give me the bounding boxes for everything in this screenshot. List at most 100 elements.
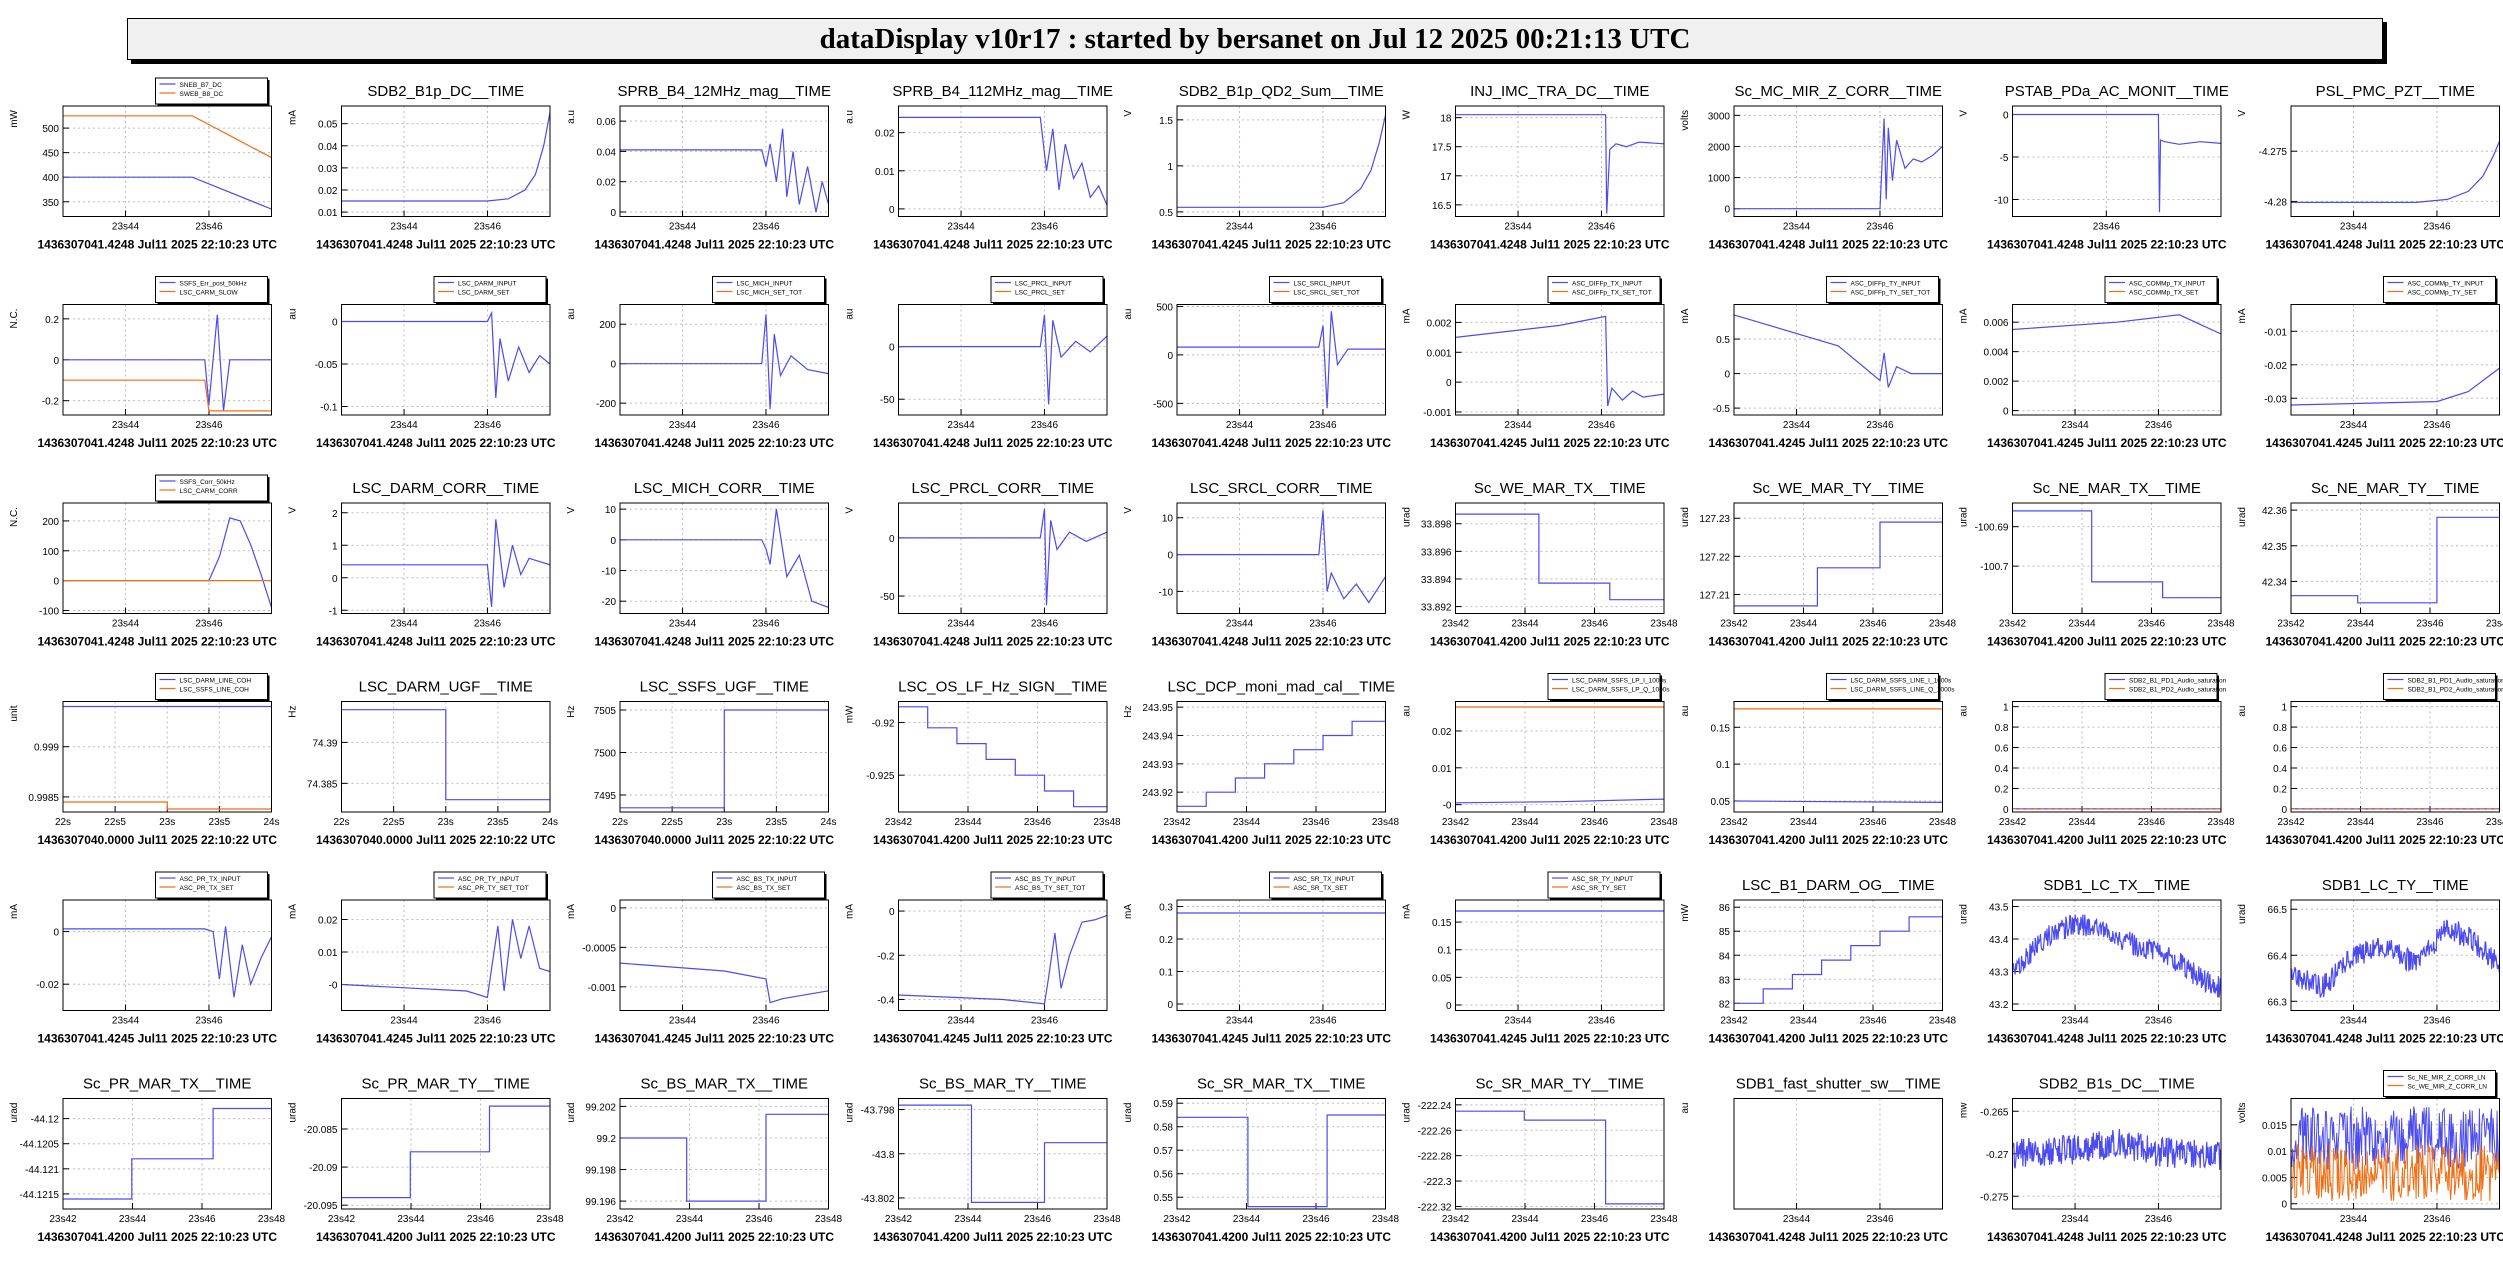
y-tick-label: -0.001 [588,983,617,994]
series-line [2012,1128,2221,1170]
chart-title: Sc_NE_MAR_TX__TIME [2033,480,2201,497]
x-tick-label: 23s46 [474,222,502,233]
x-tick-label: 23s46 [745,1214,773,1225]
y-axis-label: au [845,309,856,320]
series-line [898,116,1107,206]
plot-area [620,962,829,1004]
x-tick-label: 23s46 [1588,222,1616,233]
plot-area [2291,1106,2500,1202]
plot-area [2012,113,2221,213]
x-tick-label: 23s44 [1504,1016,1532,1027]
x-tick-label: 23s48 [1372,817,1400,828]
x-tick-label: 23s46 [2145,1214,2173,1225]
y-tick-label: 1.5 [1159,116,1173,127]
y-axis-label: Hz [288,706,299,718]
series-line [1455,114,1664,214]
y-tick-label: 0 [610,360,616,371]
legend-entry: ASC_DIFFp_TY_INPUT [1851,281,1921,288]
plot-area [341,310,550,399]
x-tick-label: 23s42 [1999,817,2027,828]
chart-panel: INJ_IMC_TRA_DC__TIME W 16.5 17 17.5 18 23s44 23… [1402,83,1670,252]
series-line [63,176,272,210]
y-axis-label: mA [1402,308,1413,323]
timestamp-caption: 1436307041.4248 Jul11 2025 22:10:23 UTC [316,635,556,649]
plot-area [2291,516,2500,604]
legend-entry: ASC_SR_TY_INPUT [1572,876,1633,883]
x-tick-label: 23s44 [669,222,697,233]
y-tick-label: 400 [42,173,59,184]
chart-panel: au 0 0.2 0.4 0.6 0.8 1 23s42 23s44 23s46 23s48 SDB2… [1959,673,2235,847]
y-tick-label: 0.04 [597,147,617,158]
legend-box [155,276,268,303]
y-axis-label: au [1959,706,1970,717]
timestamp-caption: 1436307041.4248 Jul11 2025 22:10:23 UTC [1987,1230,2227,1244]
x-tick-label: 23s46 [1024,817,1052,828]
chart-panel: mA -0.03 -0.02 -0.01 23s44 23s46 ASC_COMMp_TY_… [2237,276,2503,450]
y-tick-label: -0.2 [877,951,895,962]
x-tick-label: 23s46 [1581,1214,1609,1225]
y-tick-label: 0 [610,536,616,547]
legend-box [155,77,268,105]
plot-frame [1733,304,1943,416]
x-tick-label: 23s44 [1783,420,1811,431]
y-axis-label: unit [9,705,20,721]
y-tick-label: 0.1 [1159,968,1173,979]
timestamp-caption: 1436307041.4200 Jul11 2025 22:10:23 UTC [316,1230,556,1244]
x-tick-label: 23s46 [1309,420,1337,431]
y-tick-label: 0 [53,928,59,939]
series-line [1177,510,1386,604]
plot-frame [341,502,551,614]
x-tick-label: 23s46 [188,1214,216,1225]
timestamp-caption: 1436307041.4200 Jul11 2025 22:10:23 UTC [1708,833,1948,847]
series-line [2291,516,2500,604]
legend-box [433,871,547,899]
chart-panel: SDB2_B1p_QD2_Sum__TIME V 0.5 1 1.5 23s44 23s46… [1123,83,1391,252]
x-tick-label: 23s42 [1999,619,2027,630]
plot-frame [2290,899,2500,1011]
plot-frame [1176,502,1386,614]
plot-area [63,705,272,810]
legend-box [712,871,825,899]
legend-entry: SDB2_B1_PD2_Audio_saturation [2129,687,2227,694]
legend-entry: LSC_SRCL_INPUT [1294,281,1351,288]
plot-area [63,115,272,210]
y-tick-label: -222.26 [1418,1126,1452,1137]
series-line [1734,521,1943,607]
plot-area [341,1105,550,1199]
x-tick-label: 23s44 [1233,817,1261,828]
series-line [898,1104,1107,1204]
series-line [2291,367,2500,406]
y-tick-label: 0.2 [45,315,59,326]
legend-box [990,871,1104,899]
plot-area [1455,114,1664,214]
legend-box [2383,276,2496,303]
legend-box [433,276,547,303]
timestamp-caption: 1436307041.4200 Jul11 2025 22:10:23 UTC [873,1230,1113,1244]
x-tick-label: 23s [438,817,454,828]
legend-entry: LSC_DARM_LINE_COH [180,678,252,685]
x-tick-label: 23s44 [947,420,975,431]
timestamp-caption: 1436307041.4248 Jul11 2025 22:10:23 UTC [873,635,1113,649]
chart-panel: mA 0 0.002 0.004 0.006 23s44 23s46 ASC_COMMp_TX… [1959,276,2227,450]
y-tick-label: -0.4 [877,995,895,1006]
y-tick-label: 99.2 [597,1134,617,1145]
plot-frame [619,701,829,813]
series-line [2291,1106,2500,1170]
x-tick-label: 23s44 [2061,1016,2089,1027]
legend-entry: ASC_COMMp_TY_INPUT [2408,281,2484,288]
y-tick-label: 84 [1719,951,1731,962]
plot-area [1734,916,1943,1004]
y-tick-label: -43.8 [872,1150,895,1161]
y-tick-label: 0.06 [597,117,617,128]
y-tick-label: -200 [596,399,616,410]
y-tick-label: 0 [332,318,338,329]
y-tick-label: 0 [1167,551,1173,562]
y-tick-label: 0 [2003,407,2009,418]
y-tick-label: 0 [2003,805,2009,816]
chart-panel: PSL_PMC_PZT__TIME V -4.28 -4.275 23s44 23s46 1… [2237,83,2503,252]
timestamp-caption: 1436307041.4248 Jul11 2025 22:10:23 UTC [37,635,277,649]
x-tick-label: 23s44 [1226,222,1254,233]
y-tick-label: -100.7 [1980,562,2009,573]
